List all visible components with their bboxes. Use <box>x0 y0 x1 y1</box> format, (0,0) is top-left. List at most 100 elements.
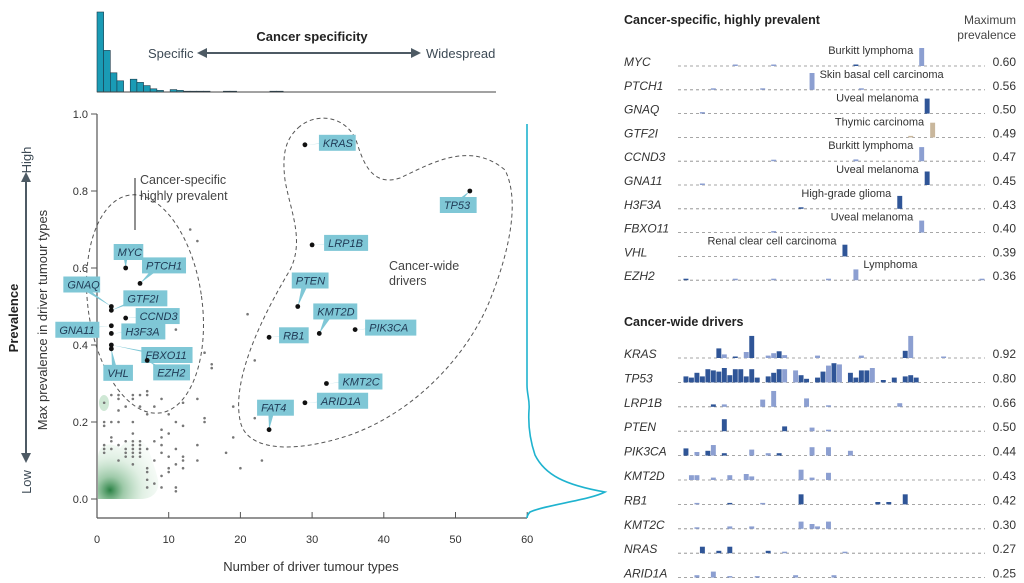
background-point <box>203 416 206 420</box>
background-point <box>117 393 120 397</box>
tumour-type-bar <box>760 502 766 505</box>
gene-tag-label: PTEN <box>296 276 325 288</box>
gene-tag-label: FBXO11 <box>145 350 186 362</box>
tumour-type-bar <box>749 526 755 529</box>
gene-point <box>108 331 114 336</box>
background-point <box>174 328 178 331</box>
background-point <box>160 486 163 489</box>
background-point <box>224 451 228 455</box>
row-gene-label: GTF2I <box>624 126 659 140</box>
histogram-bar <box>110 72 118 93</box>
background-point <box>145 393 149 397</box>
tumour-type-bar <box>826 429 831 432</box>
y-tick-label: 1.0 <box>73 109 88 121</box>
tumour-type-bar <box>765 376 771 383</box>
gene-tag <box>324 234 369 251</box>
gene-tag-label: KMT2D <box>317 306 354 318</box>
tumour-type-bar <box>902 376 908 383</box>
background-point <box>167 432 170 435</box>
tumour-type-bar <box>941 356 947 358</box>
tumour-type-bar <box>776 351 782 358</box>
row-annotation: Uveal melanoma <box>831 212 914 224</box>
gene-tag-pointer <box>450 191 470 205</box>
tumour-type-bar <box>760 399 766 407</box>
tumour-type-bar <box>743 376 749 383</box>
background-point <box>131 443 135 447</box>
histogram-bar <box>143 85 151 93</box>
row-max-prevalence: 0.45 <box>993 174 1017 188</box>
gene-point <box>108 346 114 352</box>
gene-point <box>108 304 114 309</box>
row-max-prevalence: 0.66 <box>993 396 1017 410</box>
background-point <box>145 466 149 470</box>
tumour-type-bar <box>771 390 777 407</box>
tumour-type-bar <box>864 370 870 383</box>
background-point <box>160 474 163 478</box>
background-point <box>131 455 135 458</box>
background-point <box>160 451 163 455</box>
tumour-type-bar <box>782 355 788 358</box>
background-point <box>210 366 214 370</box>
row-gene-label: PIK3CA <box>624 445 667 459</box>
gene-tag-label: PIK3CA <box>369 323 408 335</box>
gene-point <box>137 281 143 286</box>
background-point <box>110 436 113 439</box>
background-point <box>117 409 120 412</box>
row-max-prevalence: 0.43 <box>993 198 1017 212</box>
histogram-bar <box>136 82 144 93</box>
gene-point <box>108 342 114 348</box>
tumour-type-bar <box>727 526 733 529</box>
specific-cluster-label-1: Cancer-specific <box>140 173 226 187</box>
background-point <box>138 447 142 451</box>
background-point <box>124 447 127 451</box>
tumour-type-bar <box>732 356 738 358</box>
gene-tag-label: KRAS <box>323 138 354 150</box>
background-point <box>145 486 149 489</box>
background-point <box>174 447 178 451</box>
gene-tag <box>113 244 144 260</box>
gene-tag <box>123 290 168 307</box>
gene-tag <box>142 257 187 274</box>
tumour-type-bar <box>743 352 749 358</box>
tumour-type-bar <box>902 494 908 505</box>
tumour-type-bar <box>826 472 831 480</box>
row-max-prevalence: 0.49 <box>993 126 1017 140</box>
gene-tag-pointer <box>111 345 167 355</box>
row-gene-label: VHL <box>624 245 647 259</box>
tumour-type-bar <box>721 453 727 456</box>
background-point <box>110 393 113 397</box>
histogram-bar <box>96 11 104 93</box>
tumour-type-bar <box>765 355 771 358</box>
tumour-type-bar <box>880 380 886 383</box>
background-point <box>188 228 192 231</box>
tumour-type-bar <box>765 453 771 456</box>
tumour-type-bar <box>705 450 711 456</box>
row-gene-label: CCND3 <box>624 150 666 164</box>
background-point <box>181 401 185 405</box>
y-axis-title: Max prevalence in driver tumour types <box>35 209 50 430</box>
tumour-type-bar <box>853 159 859 162</box>
row-gene-label: GNA11 <box>624 174 662 188</box>
gene-tag-label: H3F3A <box>125 326 159 338</box>
background-point <box>131 463 135 466</box>
background-point <box>174 420 178 424</box>
tumour-type-bar <box>815 377 820 383</box>
tumour-type-bar <box>771 64 777 66</box>
tumour-type-bar <box>694 372 700 383</box>
tumour-type-bar <box>908 335 914 358</box>
row-max-prevalence: 0.36 <box>993 269 1017 283</box>
tumour-type-bar <box>831 575 837 578</box>
tumour-type-bar <box>831 363 837 383</box>
tumour-type-bar <box>749 449 755 456</box>
tumour-type-bar <box>798 469 804 480</box>
y-ticks: 0.0 0.2 0.4 0.6 0.8 1.0 <box>73 109 97 506</box>
tumour-type-bar <box>793 575 799 578</box>
tumour-type-bar <box>853 377 859 383</box>
tumour-type-bar <box>847 372 853 383</box>
panel-title: Cancer-specific, highly prevalent <box>624 13 821 27</box>
tumour-type-bar <box>776 369 782 383</box>
tumour-type-bar <box>771 231 777 233</box>
background-point <box>138 455 142 458</box>
specific-label: Specific <box>148 46 194 61</box>
gene-tag-label: PTCH1 <box>146 260 182 272</box>
